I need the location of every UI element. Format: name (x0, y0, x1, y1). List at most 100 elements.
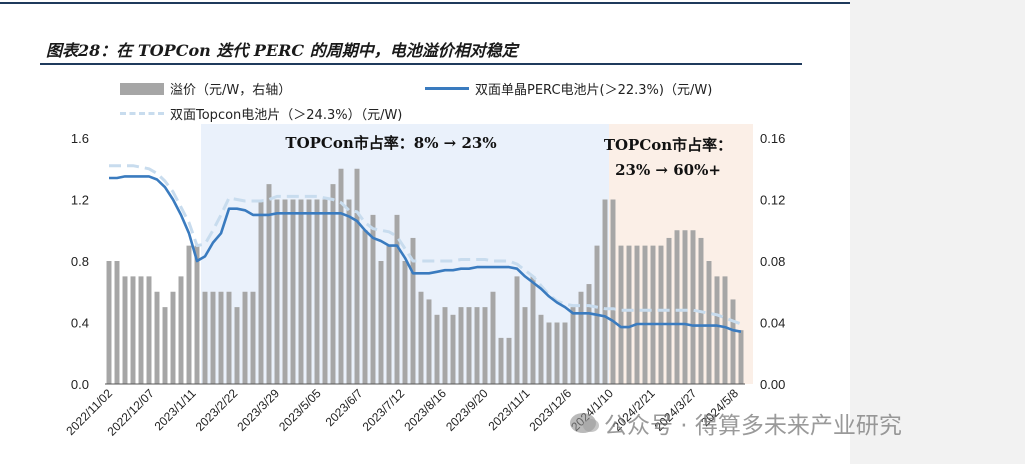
bar-premium (634, 245, 640, 384)
bar-premium (226, 291, 232, 384)
bar-premium (258, 199, 264, 384)
y-left-tick-label: 1.2 (71, 193, 89, 208)
legend-perc-swatch (425, 87, 469, 90)
bar-premium (314, 199, 320, 384)
bar-premium (482, 307, 488, 384)
bar-premium (570, 307, 576, 384)
bar-premium (618, 245, 624, 384)
bar-premium (714, 276, 720, 384)
x-tick-label: 2023/5/05 (276, 386, 324, 434)
bar-premium (546, 322, 552, 384)
bar-premium (730, 299, 736, 384)
bar-premium (722, 276, 728, 384)
bar-premium (410, 237, 416, 384)
x-tick-label: 2023/2/22 (193, 386, 241, 434)
legend-topcon-swatch (120, 112, 164, 115)
bar-premium (586, 284, 592, 384)
bar-premium (394, 214, 400, 384)
x-tick-label: 2023/7/12 (360, 386, 408, 434)
bar-premium (194, 245, 200, 384)
bar-premium (450, 314, 456, 384)
bar-premium (690, 230, 696, 384)
bar-premium (562, 322, 568, 384)
bar-premium (530, 276, 536, 384)
bar-premium (626, 245, 632, 384)
bar-premium (122, 276, 128, 384)
bar-premium (354, 168, 360, 384)
y-left-tick-label: 0.0 (71, 377, 89, 392)
bar-premium (402, 261, 408, 384)
bar-premium (330, 184, 336, 384)
bar-premium (554, 322, 560, 384)
bar-premium (642, 245, 648, 384)
bar-premium (106, 261, 112, 384)
legend-bar: 溢价（元/W，右轴） (120, 79, 291, 98)
bar-premium (706, 261, 712, 384)
y-left-tick-label: 0.8 (71, 254, 89, 269)
y-right-tick-label: 0.04 (760, 316, 785, 331)
bar-premium (602, 199, 608, 384)
region-topcon-23-60 (609, 124, 753, 384)
bar-premium (498, 337, 504, 384)
bar-premium (138, 276, 144, 384)
x-tick-label: 2023/1/11 (152, 386, 199, 433)
line-topcon (109, 164, 742, 326)
bar-premium (514, 276, 520, 384)
y-right-tick-label: 0.16 (760, 131, 785, 146)
bar-premium (282, 199, 288, 384)
y-right-tick-label: 0.08 (760, 254, 785, 269)
legend-topcon: 双面Topcon电池片（＞24.3%）（元/W) (120, 104, 402, 123)
bar-premium (506, 337, 512, 384)
bar-premium (346, 199, 352, 384)
bar-premium (650, 245, 656, 384)
bar-premium (490, 291, 496, 384)
bar-premium (434, 314, 440, 384)
y-right-tick-label: 0.12 (760, 193, 785, 208)
bar-premium (658, 245, 664, 384)
bar-premium (202, 291, 208, 384)
x-tick-label: 2023/11/1 (485, 386, 532, 433)
bar-premium (474, 307, 480, 384)
annotation-topcon-share-2: TOPCon市占率： (604, 136, 732, 154)
title-rule (40, 63, 802, 65)
bar-premium (130, 276, 136, 384)
legend-perc-label: 双面单晶PERC电池片(＞22.3%)（元/W) (475, 83, 713, 98)
annotation-topcon-share-1: TOPCon市占率：8% → 23% (285, 134, 496, 152)
x-tick-label: 2023/8/16 (401, 386, 449, 434)
legend-topcon-label: 双面Topcon电池片（＞24.3%）（元/W) (170, 108, 403, 123)
line-perc (109, 175, 742, 333)
bar-premium (522, 307, 528, 384)
y-left-tick-label: 1.6 (71, 131, 89, 146)
bar-premium (218, 291, 224, 384)
wechat-icon (570, 413, 599, 433)
x-tick-label: 2023/6/7 (323, 386, 366, 429)
x-tick-label: 2023/3/29 (234, 386, 282, 434)
bar-premium (418, 291, 424, 384)
x-tick-label: 2023/9/20 (443, 386, 491, 434)
bar-premium (306, 199, 312, 384)
bar-premium (738, 330, 744, 384)
bar-premium (466, 307, 472, 384)
bar-premium (426, 299, 432, 384)
bar-premium (338, 168, 344, 384)
chart-canvas: 0.00.40.81.21.60.000.040.080.120.162022/… (63, 124, 785, 439)
bar-premium (234, 307, 240, 384)
watermark: 公众号 · 得算多未来产业研究 (570, 406, 902, 440)
bar-premium (386, 245, 392, 384)
bar-premium (114, 261, 120, 384)
y-right-tick-label: 0.00 (760, 377, 785, 392)
side-panel (850, 0, 1025, 464)
bar-premium (362, 230, 368, 384)
legend-bar-label: 溢价（元/W，右轴） (170, 83, 292, 98)
watermark-text: 公众号 · 得算多未来产业研究 (604, 413, 902, 439)
bar-premium (162, 307, 168, 384)
bar-premium (578, 291, 584, 384)
bar-premium (290, 199, 296, 384)
bar-premium (610, 199, 616, 384)
figure-title: 图表28：在 TOPCon 迭代 PERC 的周期中，电池溢价相对稳定 (46, 41, 518, 60)
bar-premium (146, 276, 152, 384)
bar-premium (298, 199, 304, 384)
bar-premium (322, 199, 328, 384)
y-left-tick-label: 0.4 (71, 316, 89, 331)
bar-premium (170, 291, 176, 384)
